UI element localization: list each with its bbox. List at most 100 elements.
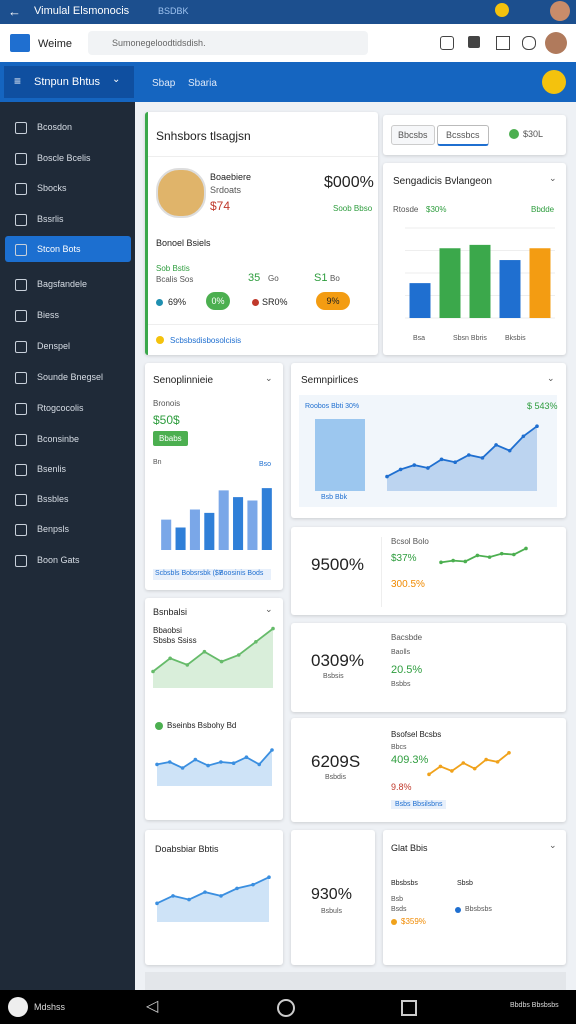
window-title: Vimulal Elsmonocis [34, 5, 130, 17]
nav-item[interactable]: Sounde Bnegsel [5, 364, 131, 390]
line-chart [385, 424, 539, 491]
value: $ 543% [527, 401, 558, 411]
nav-item[interactable]: Biess [5, 302, 131, 328]
nav-item-label: Denspel [37, 341, 71, 351]
change: 300.5% [391, 579, 425, 590]
stat: Bcalis Sos [156, 275, 194, 284]
stat: Go [268, 274, 279, 283]
kpi-sub: Bsbuls [321, 908, 343, 915]
spend-card: Senoplinnieie ⌄ Bronois $50$ Bbabs Bn Bs… [145, 363, 283, 590]
point [450, 769, 454, 773]
label: Rtosde [393, 205, 419, 214]
nav-item[interactable]: Rtogcocolis [5, 395, 131, 421]
icon[interactable] [468, 36, 480, 48]
bar [529, 248, 551, 318]
point [254, 640, 258, 644]
back-button[interactable]: ◁ [146, 998, 159, 1015]
nav-link[interactable]: Sbaria [188, 78, 217, 89]
bar [469, 244, 491, 318]
nav-item-label: Bssbles [37, 494, 69, 504]
nav-item[interactable]: Boscle Bcelis [5, 145, 131, 171]
avatar[interactable] [545, 32, 567, 54]
point [507, 751, 511, 755]
point [185, 663, 190, 667]
stat: S1 [314, 272, 328, 284]
point [467, 453, 471, 457]
label: Sbsbs Ssiss [153, 636, 197, 645]
point [267, 875, 271, 879]
profile-card: Snhsbors tlsagjsn Boaebiere Srdoats $74 … [145, 112, 378, 355]
tab: BSDBK [158, 6, 189, 16]
point [451, 558, 455, 563]
icon[interactable] [440, 36, 454, 50]
button[interactable]: Bcssbcs [437, 125, 489, 146]
footer-link[interactable]: Scbsbsdisbosolcisis [170, 336, 242, 345]
profile-name: Boaebiere [210, 172, 252, 182]
icon[interactable] [522, 36, 536, 50]
point [202, 649, 207, 654]
menu[interactable]: ≡ Stnpun Bhtus ⌄ [4, 66, 134, 98]
nav-item[interactable]: Bagsfandele [5, 271, 131, 297]
footer: Boosinis Bods [219, 570, 264, 577]
bar [261, 488, 272, 550]
avatar[interactable] [550, 1, 570, 21]
area-chart [155, 875, 271, 922]
sidebar: Bcosdon Boscle Bcelis Sbocks Bssrlis Stcon B… [0, 102, 135, 990]
line [156, 749, 273, 770]
nav-item[interactable]: Bconsinbe [5, 426, 131, 452]
value: $50$ [153, 413, 180, 427]
point [521, 434, 526, 439]
nav-item[interactable]: Bsenlis [5, 456, 131, 482]
pill: 69% [168, 297, 187, 307]
kpi-value: 0309% [311, 651, 364, 670]
point [475, 553, 480, 558]
change: 9.8% [391, 782, 412, 792]
back[interactable]: ← [8, 4, 21, 19]
logo[interactable] [10, 34, 30, 52]
search[interactable]: Sumonegeloodtidsdish. [88, 31, 368, 55]
nav-item[interactable]: Bssbles [5, 486, 131, 512]
nav-item[interactable]: Bssrlis [5, 206, 131, 232]
legend: Bsa [413, 335, 426, 342]
nav-item[interactable]: Bcosdon [5, 114, 131, 140]
nav-item-label: Boscle Bcelis [37, 153, 91, 163]
label: Roobos Bbti 30% [305, 403, 360, 410]
stat: Sob Bstis [156, 264, 190, 273]
point [472, 766, 477, 771]
note: Bsbbs [391, 681, 411, 688]
recents-button[interactable] [401, 1000, 417, 1016]
home-button[interactable] [277, 999, 295, 1017]
line [386, 425, 538, 478]
bar [204, 512, 215, 550]
card-title: Snhsbors tlsagjsn [156, 129, 251, 143]
row: Bsds [391, 906, 407, 913]
kpi-value: 6209S [311, 752, 361, 771]
kpi-card: 930% Bsbuls [291, 830, 375, 965]
nav-link[interactable]: Sbap [152, 78, 176, 89]
point [463, 559, 468, 564]
kpi-value: 930% [311, 886, 352, 903]
nav-item-label: Bconsinbe [37, 434, 80, 444]
point [507, 448, 512, 453]
point [484, 757, 488, 762]
nav-item-label: Boon Gats [37, 555, 80, 565]
change: 20.5% [391, 664, 423, 676]
nav-item-label: Biess [37, 310, 60, 320]
nav-item[interactable]: Boon Gats [5, 547, 131, 573]
user[interactable] [542, 70, 566, 94]
button[interactable]: Bbcsbs [391, 125, 435, 145]
nav-item[interactable]: Benpsls [5, 516, 131, 542]
nav-item[interactable]: Denspel [5, 333, 131, 359]
nav-item[interactable]: Sbocks [5, 175, 131, 201]
icon[interactable] [496, 36, 510, 50]
nav-item[interactable]: Stcon Bots [5, 236, 131, 262]
stat: 35 [248, 272, 261, 284]
nav-item-label: Sounde Bnegsel [37, 372, 104, 382]
note: Baolls [391, 649, 411, 656]
sparkline [427, 751, 511, 777]
notification[interactable] [495, 3, 509, 17]
point [167, 760, 172, 764]
section-title: Bonoel Bsiels [156, 238, 211, 248]
usage-card: Doabsbiar Bbtis [145, 830, 283, 965]
status: Bbdbs Bbsbsbs [510, 1002, 559, 1009]
